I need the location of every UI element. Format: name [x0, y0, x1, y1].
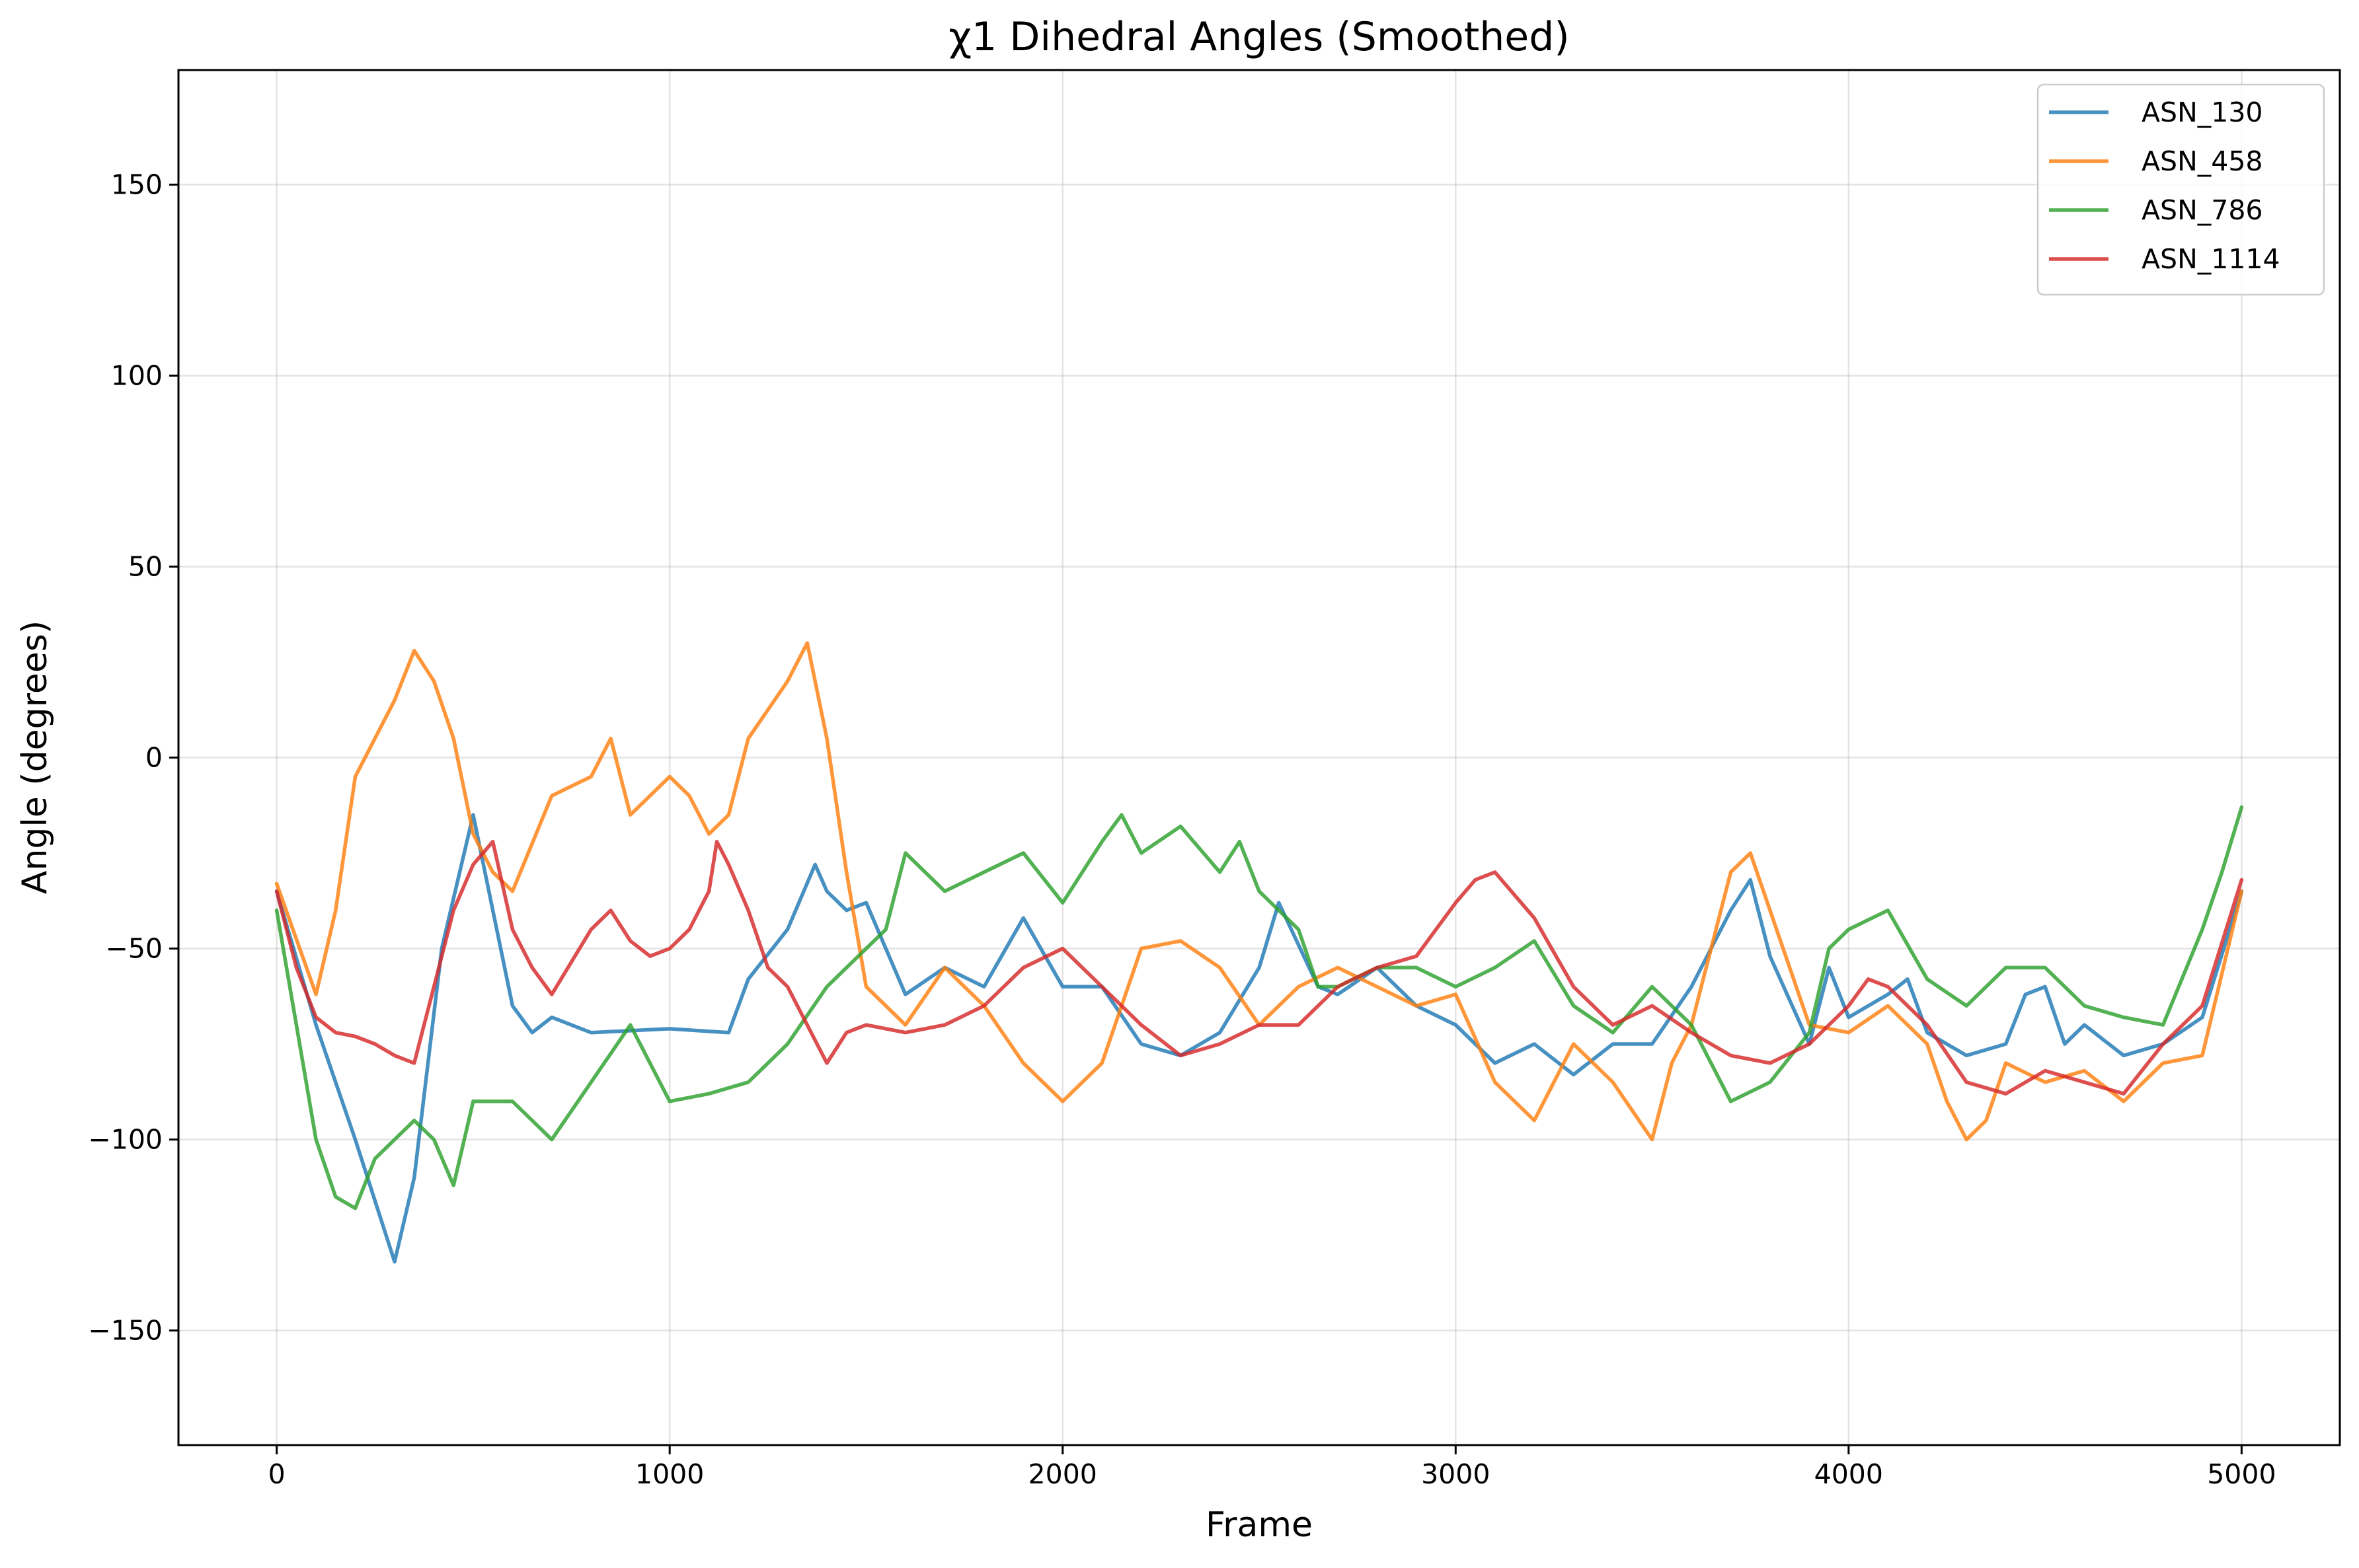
series-line-asn-458 [274, 641, 2244, 1142]
series-line-asn-130 [274, 813, 2244, 1264]
y-axis: −150 −100 −50 0 50 100 150 [88, 168, 178, 1347]
y-tick-label: −50 [105, 933, 163, 965]
legend-label: ASN_786 [2142, 194, 2263, 226]
x-tick-label: 3000 [1421, 1458, 1490, 1490]
y-tick-label: 100 [111, 359, 163, 391]
series-line-asn-1114 [274, 839, 2244, 1096]
series-layer [274, 641, 2244, 1264]
y-tick-label: −150 [88, 1315, 163, 1347]
grid [178, 70, 2340, 1445]
y-tick-label: −100 [88, 1124, 163, 1156]
x-tick-label: 1000 [635, 1458, 704, 1490]
legend: ASN_130 ASN_458 ASN_786 ASN_1114 [2036, 83, 2325, 296]
legend-box [2036, 83, 2325, 296]
x-tick-label: 5000 [2207, 1458, 2276, 1490]
y-tick-label: 50 [128, 550, 163, 582]
x-tick-label: 4000 [1814, 1458, 1883, 1490]
series-line-asn-786 [274, 805, 2244, 1211]
x-axis-title: Frame [1206, 1505, 1313, 1545]
x-tick-label: 2000 [1028, 1458, 1097, 1490]
y-tick-label: 0 [145, 742, 163, 774]
x-tick-label: 0 [268, 1458, 286, 1490]
x-axis: 0 1000 2000 3000 4000 5000 [268, 1445, 2276, 1490]
y-axis-title: Angle (degrees) [15, 620, 55, 894]
y-tick-label: 150 [111, 168, 163, 200]
legend-label: ASN_130 [2142, 96, 2263, 128]
legend-label: ASN_458 [2142, 145, 2263, 177]
legend-label: ASN_1114 [2142, 243, 2280, 275]
chart-title: χ1 Dihedral Angles (Smoothed) [948, 14, 1569, 60]
